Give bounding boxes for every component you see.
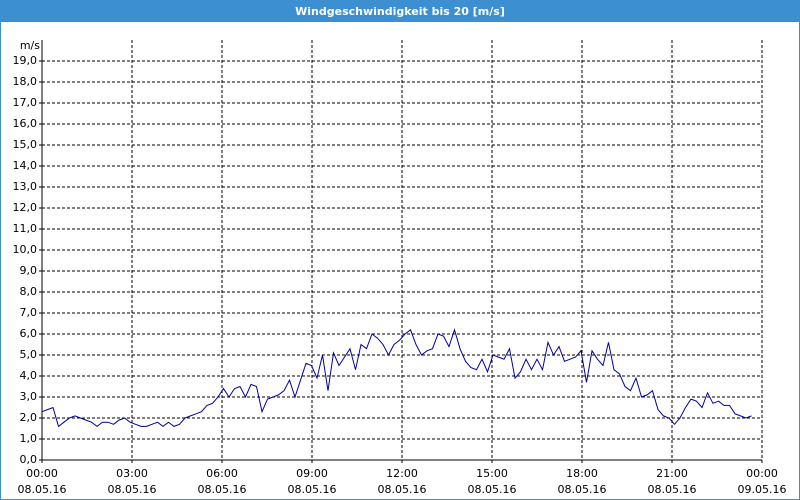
y-tick-label: 4,0 (20, 369, 38, 382)
y-tick-label: 17,0 (13, 96, 38, 109)
x-tick-date: 09.05.16 (738, 483, 787, 496)
y-tick-label: 8,0 (20, 285, 38, 298)
x-tick-label: 18:00 (566, 467, 598, 480)
y-tick-label: 1,0 (20, 432, 38, 445)
y-tick-label: 19,0 (13, 54, 38, 67)
y-tick-label: 16,0 (13, 117, 38, 130)
x-tick-label: 09:00 (296, 467, 328, 480)
y-tick-label: 12,0 (13, 201, 38, 214)
x-tick-date: 08.05.16 (18, 483, 67, 496)
x-tick-date: 08.05.16 (468, 483, 517, 496)
x-tick-date: 08.05.16 (288, 483, 337, 496)
x-tick-date: 08.05.16 (378, 483, 427, 496)
y-tick-label: 9,0 (20, 264, 38, 277)
x-tick-label: 06:00 (206, 467, 238, 480)
x-tick-label: 21:00 (656, 467, 688, 480)
x-tick-date: 08.05.16 (108, 483, 157, 496)
y-tick-label: 3,0 (20, 390, 38, 403)
y-tick-label: 18,0 (13, 75, 38, 88)
y-tick-label: 0,0 (20, 453, 38, 466)
y-tick-label: 6,0 (20, 327, 38, 340)
y-tick-label: 5,0 (20, 348, 38, 361)
x-tick-label: 03:00 (116, 467, 148, 480)
y-tick-label: 2,0 (20, 411, 38, 424)
y-tick-label: 7,0 (20, 306, 38, 319)
x-tick-label: 00:00 (746, 467, 778, 480)
x-tick-date: 08.05.16 (198, 483, 247, 496)
x-tick-date: 08.05.16 (558, 483, 607, 496)
title-bar: Windgeschwindigkeit bis 20 [m/s] (1, 1, 799, 22)
y-tick-label: 13,0 (13, 180, 38, 193)
y-tick-label: 11,0 (13, 222, 38, 235)
y-unit-label: m/s (20, 39, 40, 52)
data-line (41, 328, 752, 428)
y-tick-label: 10,0 (13, 243, 38, 256)
x-tick-label: 00:00 (26, 467, 58, 480)
y-tick-label: 14,0 (13, 159, 38, 172)
x-tick-label: 15:00 (476, 467, 508, 480)
y-tick-label: 15,0 (13, 138, 38, 151)
x-tick-date: 08.05.16 (648, 483, 697, 496)
x-tick-label: 12:00 (386, 467, 418, 480)
